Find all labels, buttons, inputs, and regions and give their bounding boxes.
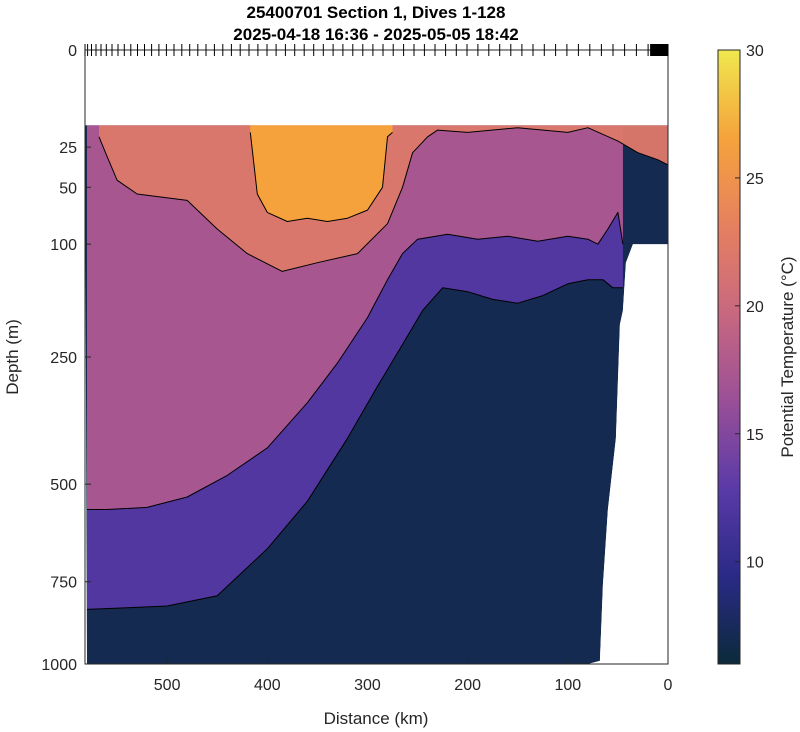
chart-title: 25400701 Section 1, Dives 1-128	[247, 3, 506, 22]
y-tick-label: 500	[50, 477, 77, 494]
x-tick-label: 0	[664, 677, 673, 694]
x-tick-label: 100	[554, 677, 581, 694]
no-data-surface-band	[85, 50, 668, 126]
y-tick-label: 0	[68, 43, 77, 60]
contour-lines	[86, 127, 668, 610]
y-tick-label: 1000	[41, 657, 77, 674]
field-band-warm-core	[250, 125, 393, 222]
field-band-20	[99, 125, 668, 272]
temperature-field	[85, 50, 668, 664]
contour-15	[87, 211, 624, 510]
y-tick-label: 250	[50, 350, 77, 367]
x-tick-label: 200	[454, 677, 481, 694]
colorbar-tick-label: 30	[746, 43, 764, 60]
x-tick-label: 300	[354, 677, 381, 694]
dive-markers	[84, 44, 669, 56]
colorbar: 10 15 20 25 30 Potential Temperature (°C)	[717, 43, 797, 665]
colorbar-tick-label: 20	[746, 299, 764, 316]
y-tick-label: 50	[59, 180, 77, 197]
colorbar-tick-label: 15	[746, 427, 764, 444]
colorbar-bar	[717, 49, 741, 665]
y-axis: 0 25 50 100 250 500 750 1000	[41, 43, 91, 674]
y-tick-label: 25	[59, 140, 77, 157]
contour-25	[249, 132, 393, 222]
chart-subtitle: 2025-04-18 16:36 - 2025-05-05 18:42	[233, 25, 518, 44]
y-tick-label: 100	[50, 237, 77, 254]
y-axis-label: Depth (m)	[3, 319, 22, 395]
contour-20	[98, 127, 668, 272]
colorbar-tick-label: 25	[746, 171, 764, 188]
x-axis-label: Distance (km)	[324, 709, 429, 728]
colorbar-ticks: 10 15 20 25 30	[735, 43, 764, 572]
x-tick-label: 500	[154, 677, 181, 694]
plot-area	[85, 50, 668, 664]
x-tick-label: 400	[254, 677, 281, 694]
no-data-region	[87, 125, 668, 664]
x-axis: 500 400 300 200 100 0	[154, 658, 673, 694]
colorbar-label: Potential Temperature (°C)	[778, 256, 797, 457]
y-tick-label: 750	[50, 575, 77, 592]
contour-10	[86, 279, 623, 610]
colorbar-tick-label: 10	[746, 555, 764, 572]
